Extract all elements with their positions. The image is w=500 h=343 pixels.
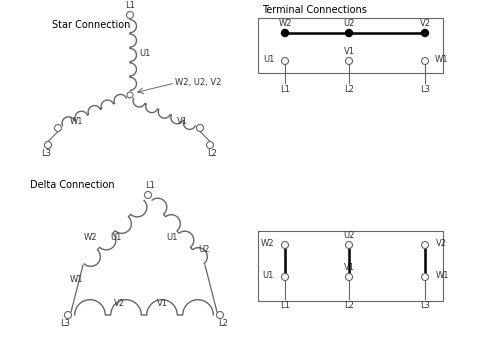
Circle shape [216,311,224,319]
Text: V1: V1 [344,262,354,272]
Text: U1: U1 [264,55,275,63]
Text: L1: L1 [280,84,290,94]
Circle shape [346,58,352,64]
Text: U2: U2 [344,19,354,27]
Text: U1: U1 [262,271,274,280]
Text: Star Connection: Star Connection [52,20,130,30]
Text: V2: V2 [436,238,447,248]
Text: W1: W1 [436,271,450,280]
Circle shape [282,241,288,248]
Text: L1: L1 [125,1,135,11]
Circle shape [196,125,203,131]
Text: U1: U1 [139,48,150,58]
Circle shape [282,273,288,281]
Text: L3: L3 [420,300,430,309]
Text: W2: W2 [278,19,292,27]
Text: L3: L3 [60,319,70,329]
Circle shape [346,29,352,36]
Circle shape [422,273,428,281]
Circle shape [346,273,352,281]
Text: L2: L2 [344,300,354,309]
Text: V1: V1 [344,47,354,56]
Circle shape [54,125,62,131]
Circle shape [206,142,214,149]
Circle shape [422,58,428,64]
Text: L1: L1 [280,300,290,309]
Bar [258,231,443,301]
Circle shape [282,29,288,36]
Text: L2: L2 [218,319,228,329]
Text: W2: W2 [260,238,274,248]
Text: L1: L1 [145,181,155,190]
Text: U2: U2 [198,246,209,255]
Text: Terminal Connections: Terminal Connections [262,5,367,15]
Text: W1: W1 [70,118,84,127]
Text: V1: V1 [156,298,168,308]
Circle shape [422,241,428,248]
Circle shape [144,191,152,199]
Text: W2, U2, V2: W2, U2, V2 [175,79,222,87]
Text: V1: V1 [177,118,188,127]
Circle shape [44,142,52,149]
Text: U1: U1 [166,233,177,241]
Text: U2: U2 [344,230,354,239]
Text: L3: L3 [420,84,430,94]
Text: Delta Connection: Delta Connection [30,180,114,190]
Bar [258,18,443,73]
Text: V2: V2 [114,298,124,308]
Text: W1: W1 [435,55,448,63]
Circle shape [422,29,428,36]
Text: U1: U1 [110,233,122,241]
Circle shape [64,311,71,319]
Text: L2: L2 [344,84,354,94]
Text: V2: V2 [420,19,430,27]
Circle shape [126,12,134,19]
Text: W1: W1 [70,274,83,284]
Text: W2: W2 [83,233,97,241]
Text: L3: L3 [41,150,51,158]
Circle shape [282,58,288,64]
Circle shape [127,92,133,98]
Circle shape [346,241,352,248]
Text: L2: L2 [207,150,217,158]
